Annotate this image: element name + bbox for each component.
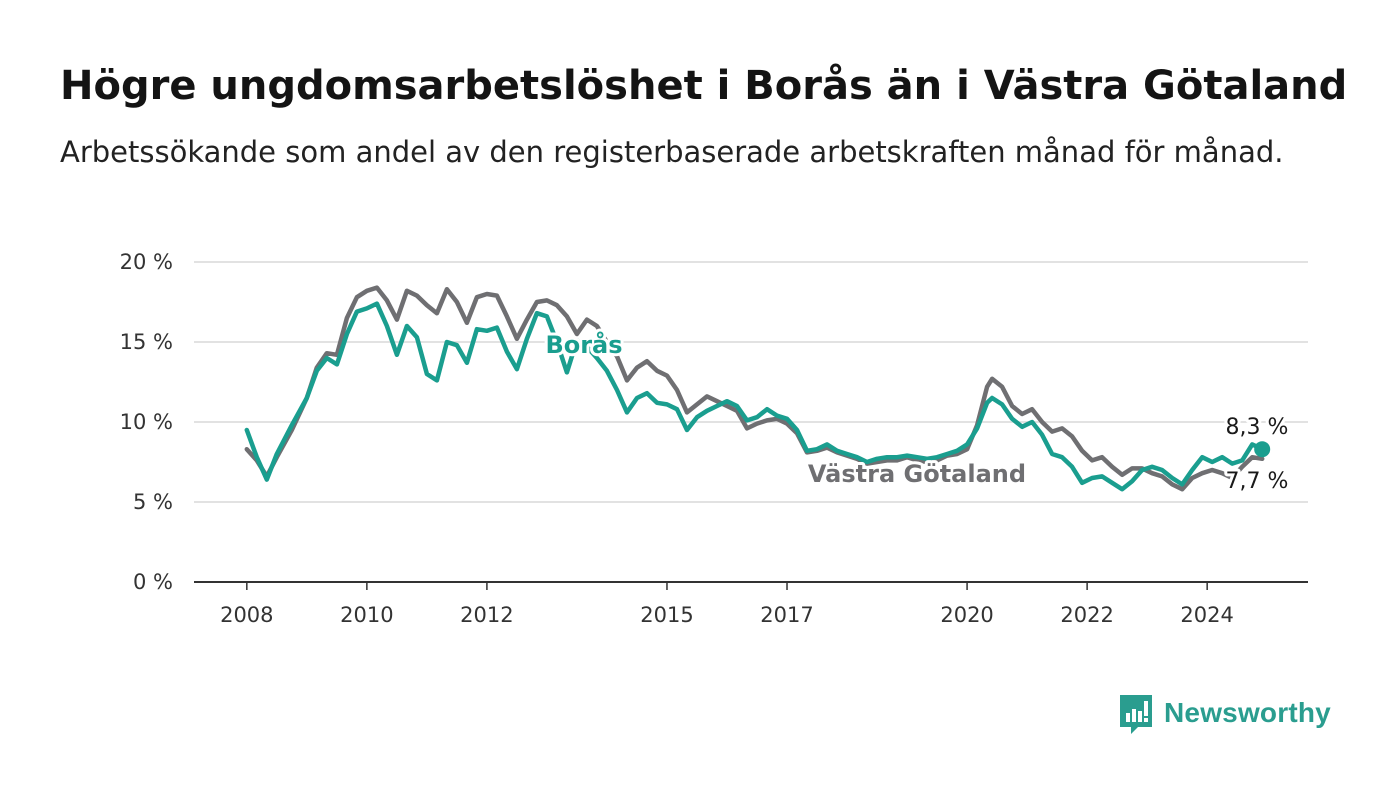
x-tick-label: 2022 — [1060, 603, 1113, 627]
x-tick-label: 2012 — [460, 603, 513, 627]
boras-endpoint-marker — [1254, 441, 1271, 458]
vastra-gotaland-last-value-label: 7,7 % — [1226, 469, 1289, 494]
boras-last-value-label-halo: 8,3 % — [1226, 415, 1289, 440]
x-tick-label: 2008 — [220, 603, 273, 627]
x-axis-ticks: 2008 2010 2012 2015 2017 2020 2022 2024 — [220, 582, 1234, 627]
newsworthy-logo-icon — [1118, 693, 1154, 734]
vastra-gotaland-series-label-halo: Västra Götaland — [808, 460, 1026, 488]
x-tick-label: 2024 — [1180, 603, 1233, 627]
vastra-gotaland-last-value-label-halo: 7,7 % — [1226, 469, 1289, 494]
x-tick-label: 2010 — [340, 603, 393, 627]
x-tick-label: 2020 — [940, 603, 993, 627]
gridlines — [194, 261, 1308, 583]
boras-last-value-label: 8,3 % — [1226, 415, 1289, 440]
x-tick-label: 2015 — [640, 603, 693, 627]
newsworthy-logo-text: Newsworthy — [1164, 697, 1331, 728]
series-lines — [244, 285, 1271, 492]
boras-series-label-halo: Borås — [545, 330, 622, 359]
vastra-gotaland-series-label: Västra Götaland — [808, 460, 1026, 488]
series-line-boras — [244, 301, 1265, 492]
newsworthy-logo: Newsworthy — [1118, 690, 1331, 736]
boras-series-label: Borås — [545, 330, 622, 359]
y-tick-label: 10 % — [120, 410, 173, 434]
y-axis-ticks: 0 % 5 % 10 % 15 % 20 % — [120, 250, 173, 594]
y-tick-label: 15 % — [120, 330, 173, 354]
chart-subtitle: Arbetssökande som andel av den registerb… — [60, 135, 1284, 169]
series-line-vastra-gotaland — [244, 285, 1265, 492]
y-tick-label: 20 % — [120, 250, 173, 274]
x-tick-label: 2017 — [760, 603, 813, 627]
y-tick-label: 5 % — [133, 490, 173, 514]
y-tick-label: 0 % — [133, 570, 173, 594]
chart-title: Högre ungdomsarbetslöshet i Borås än i V… — [60, 63, 1348, 109]
